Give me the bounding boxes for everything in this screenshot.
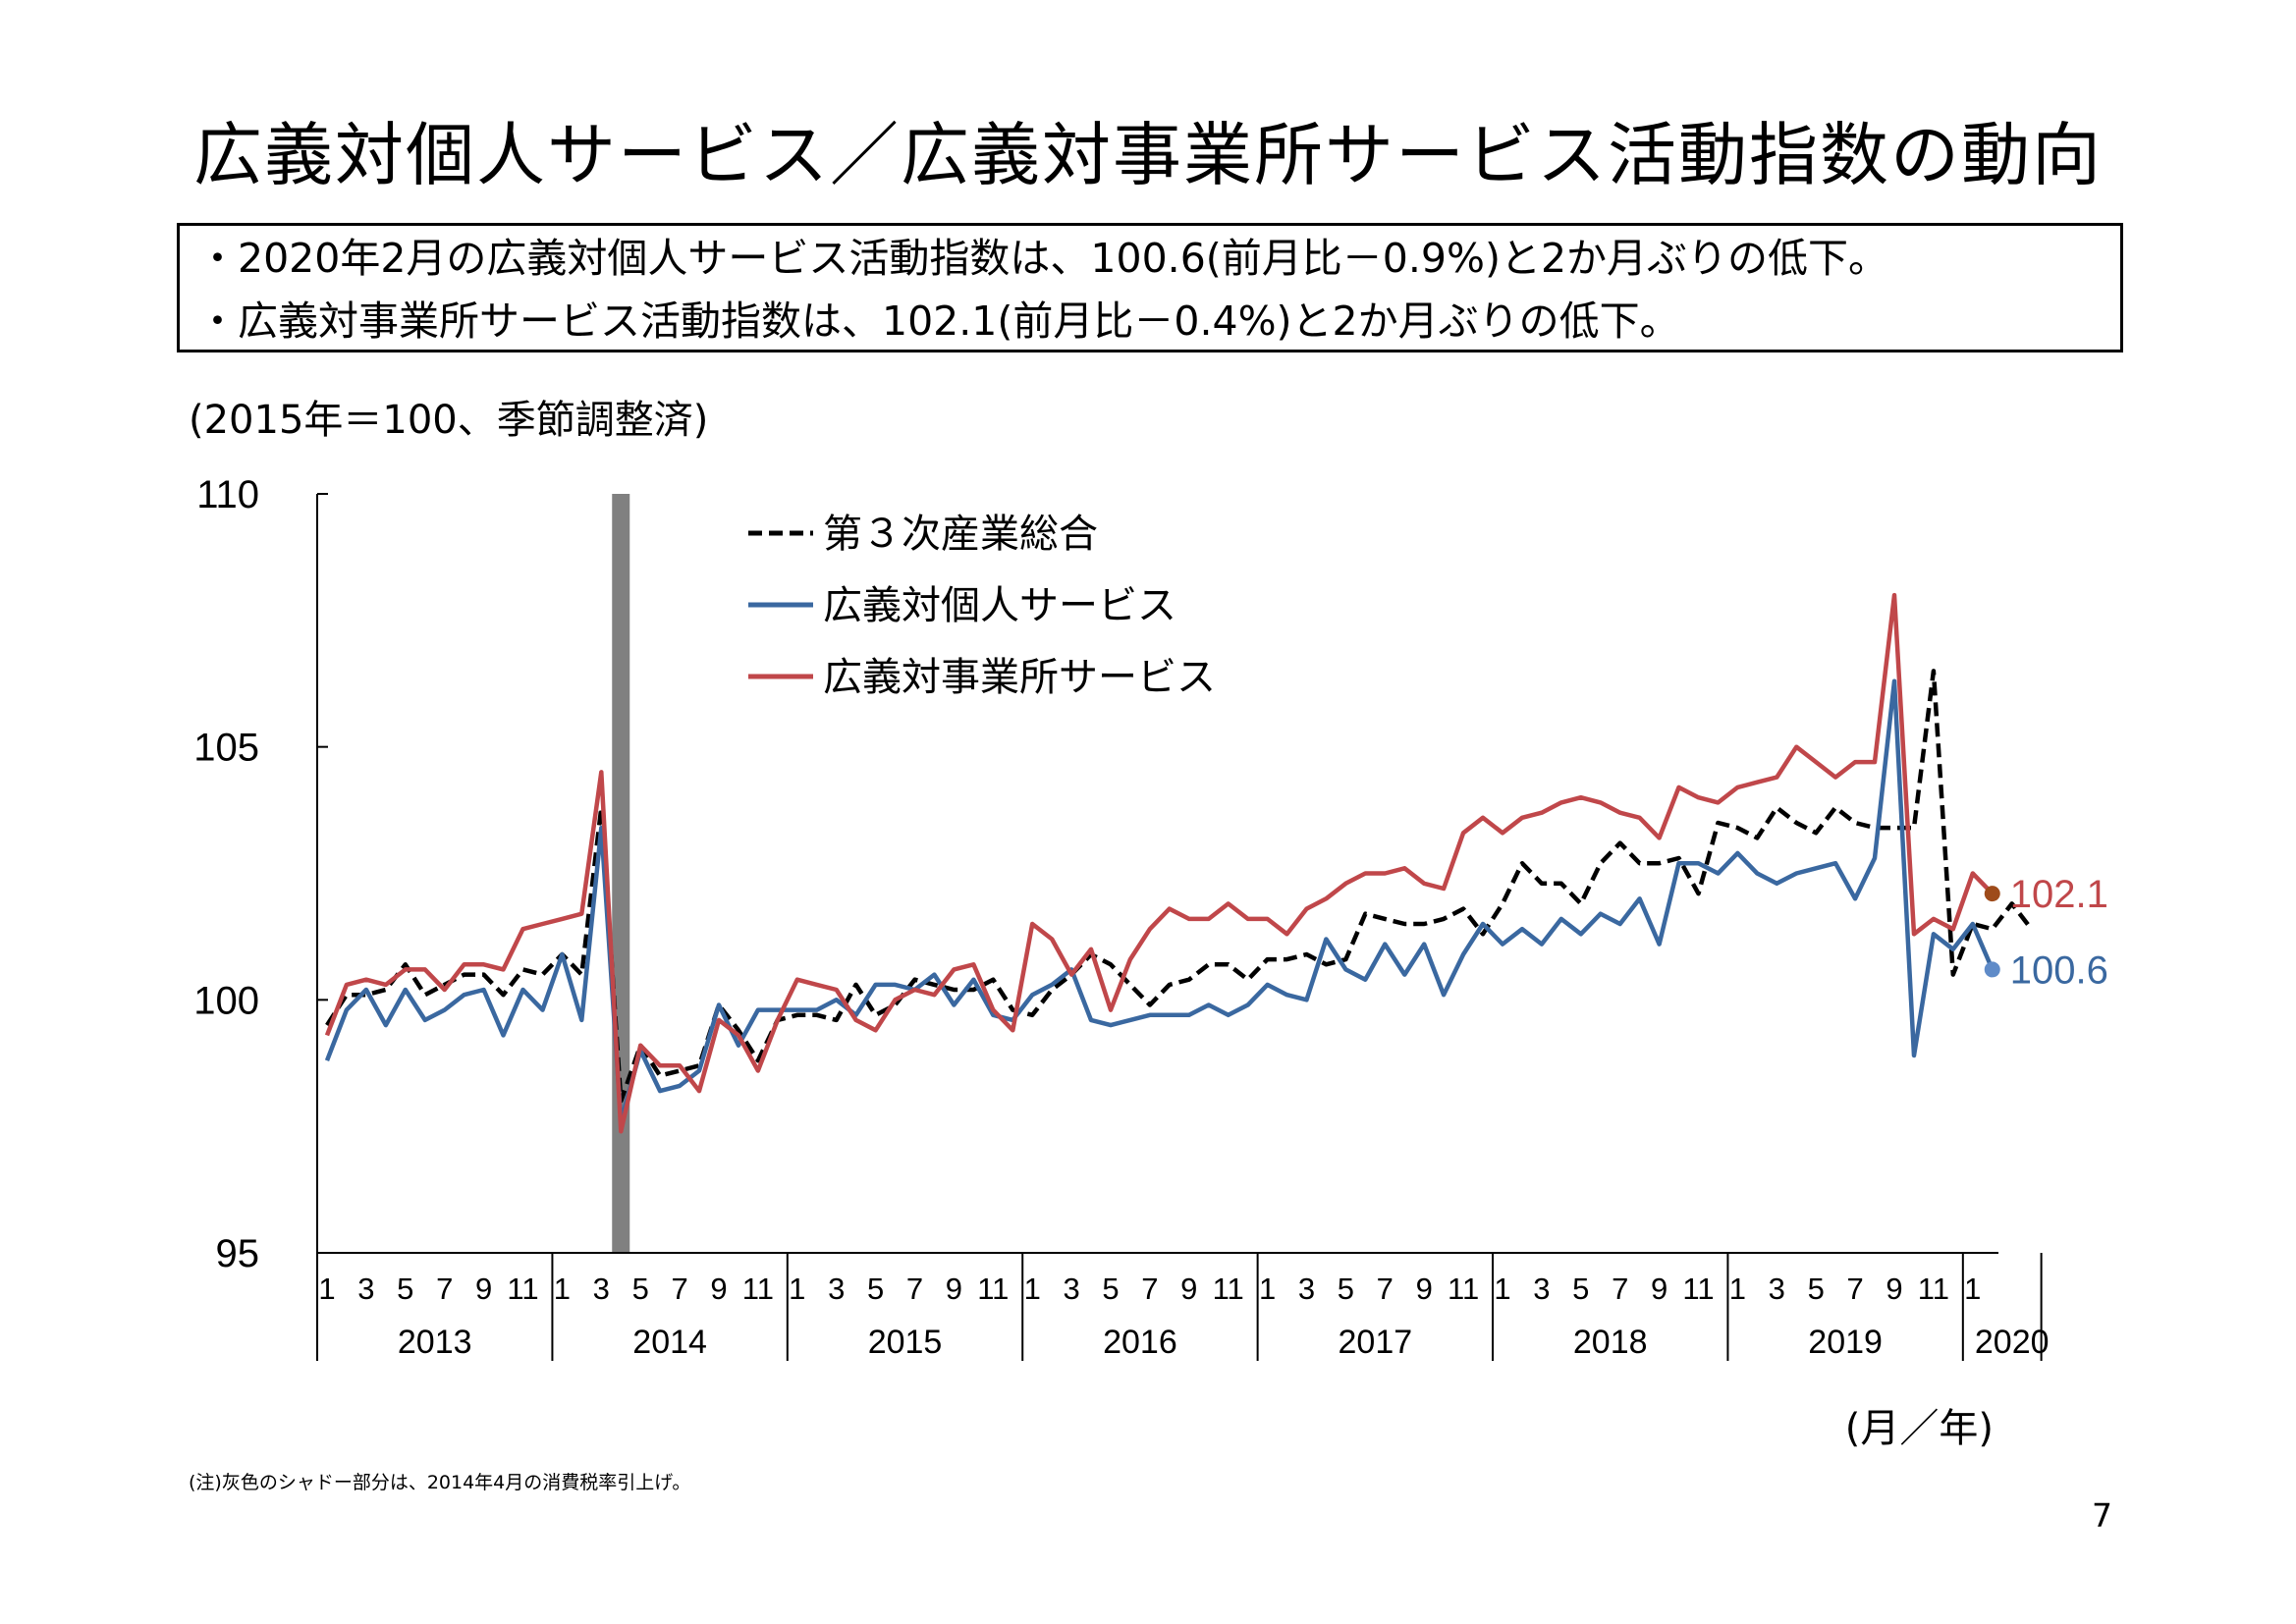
legend-label: 広義対個人サービス <box>823 583 1176 628</box>
month-label: 1 <box>1024 1272 1041 1306</box>
page-number: 7 <box>2092 1496 2112 1535</box>
month-label: 3 <box>1769 1272 1785 1306</box>
month-label: 5 <box>632 1272 649 1306</box>
year-label: 2018 <box>1573 1324 1648 1361</box>
end-point-marker <box>1984 886 2000 902</box>
month-label: 5 <box>397 1272 413 1306</box>
month-label: 1 <box>554 1272 571 1306</box>
month-label: 7 <box>1377 1272 1394 1306</box>
legend-label: 広義対事業所サービス <box>823 655 1216 700</box>
month-label: 3 <box>828 1272 845 1306</box>
month-label: 5 <box>1572 1272 1589 1306</box>
month-label: 9 <box>1416 1272 1433 1306</box>
page-title: 広義対個人サービス／広義対事業所サービス活動指数の動向 <box>193 115 2103 195</box>
month-label: 11 <box>977 1272 1009 1306</box>
summary-line: ・2020年2月の広義対個人サービス活動指数は、100.6(前月比－0.9%)と… <box>197 235 1889 282</box>
end-point-marker <box>1984 961 2000 978</box>
month-label: 11 <box>1918 1272 1949 1306</box>
month-label: 1 <box>1259 1272 1276 1306</box>
month-label: 11 <box>507 1272 538 1306</box>
month-label: 9 <box>475 1272 492 1306</box>
end-value-label: 102.1 <box>2010 873 2108 916</box>
series-line-2 <box>324 592 1995 1134</box>
y-tick-label: 110 <box>196 473 259 516</box>
month-label: 1 <box>1964 1272 1981 1306</box>
month-label: 7 <box>1141 1272 1158 1306</box>
month-label: 5 <box>1808 1272 1825 1306</box>
month-label: 1 <box>1494 1272 1510 1306</box>
month-label: 1 <box>789 1272 805 1306</box>
month-label: 5 <box>1102 1272 1119 1306</box>
month-label: 7 <box>906 1272 923 1306</box>
series-line-0 <box>325 669 2034 1104</box>
month-label: 7 <box>1612 1272 1628 1306</box>
month-label: 3 <box>1063 1272 1079 1306</box>
month-label: 11 <box>1213 1272 1244 1306</box>
month-label: 3 <box>1298 1272 1315 1306</box>
month-label: 3 <box>593 1272 610 1306</box>
month-label: 11 <box>1448 1272 1479 1306</box>
year-label: 2019 <box>1808 1324 1883 1361</box>
month-label: 11 <box>742 1272 774 1306</box>
month-label: 9 <box>710 1272 727 1306</box>
month-label: 11 <box>1682 1272 1714 1306</box>
year-label: 2020 <box>1975 1324 2050 1361</box>
year-label: 2016 <box>1103 1324 1177 1361</box>
month-label: 9 <box>946 1272 962 1306</box>
series-line-1 <box>324 678 1995 1124</box>
month-label: 1 <box>318 1272 335 1306</box>
year-label: 2013 <box>398 1324 472 1361</box>
month-label: 9 <box>1180 1272 1197 1306</box>
month-label: 7 <box>436 1272 453 1306</box>
year-label: 2014 <box>632 1324 707 1361</box>
shade-bar <box>612 494 630 1253</box>
month-label: 9 <box>1886 1272 1902 1306</box>
footnote: (注)灰色のシャドー部分は、2014年4月の消費税率引上げ。 <box>189 1472 691 1493</box>
month-label: 5 <box>1338 1272 1354 1306</box>
month-label: 7 <box>1846 1272 1863 1306</box>
end-value-label: 100.6 <box>2010 948 2108 992</box>
month-label: 5 <box>867 1272 884 1306</box>
unit-note: (2015年＝100、季節調整済) <box>189 398 709 443</box>
month-label: 9 <box>1651 1272 1667 1306</box>
month-label: 3 <box>357 1272 374 1306</box>
month-label: 1 <box>1729 1272 1746 1306</box>
year-label: 2015 <box>868 1324 943 1361</box>
summary-line: ・広義対事業所サービス活動指数は、102.1(前月比－0.4%)と2か月ぶりの低… <box>197 298 1680 345</box>
legend-label: 第３次産業総合 <box>823 512 1098 557</box>
month-label: 7 <box>671 1272 687 1306</box>
month-label: 3 <box>1533 1272 1550 1306</box>
y-tick-label: 95 <box>216 1232 260 1275</box>
y-tick-label: 105 <box>193 727 259 770</box>
y-tick-label: 100 <box>193 979 259 1022</box>
summary-box: ・2020年2月の広義対個人サービス活動指数は、100.6(前月比－0.9%)と… <box>177 223 2123 352</box>
axis-unit-label: (月／年) <box>1845 1406 1994 1451</box>
year-label: 2017 <box>1339 1324 1413 1361</box>
